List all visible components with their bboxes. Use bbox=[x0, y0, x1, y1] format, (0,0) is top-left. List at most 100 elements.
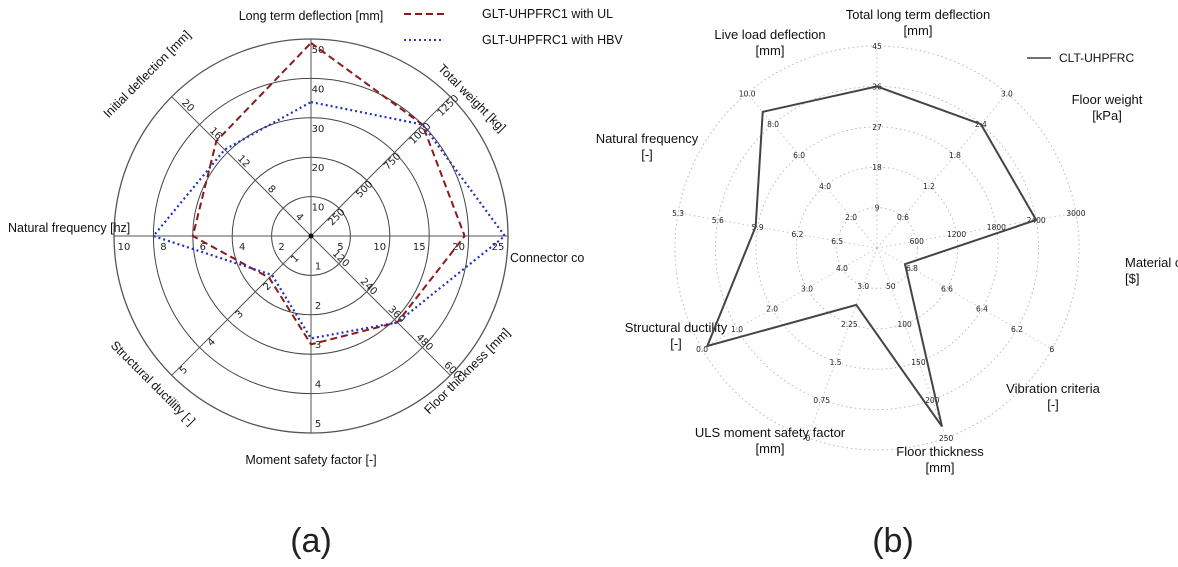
tick-label: 250 bbox=[939, 434, 954, 443]
axis-spoke bbox=[310, 96, 451, 237]
axis-label: Structural ductility [-] bbox=[108, 338, 198, 428]
tick-label: 750 bbox=[382, 151, 403, 172]
axis-label: [$] bbox=[1125, 271, 1139, 286]
tick-label: 1.8 bbox=[949, 151, 961, 160]
tick-label: 0.0 bbox=[696, 345, 708, 354]
grid-ring bbox=[795, 166, 959, 330]
tick-label: 6.2 bbox=[791, 230, 803, 239]
axis-spoke bbox=[701, 247, 878, 350]
caption-a: (a) bbox=[290, 522, 332, 560]
series-line bbox=[705, 85, 1038, 428]
tick-label: 2 bbox=[315, 301, 321, 312]
tick-label: 10 bbox=[373, 242, 386, 253]
axis-label: [-] bbox=[670, 336, 682, 351]
series-line bbox=[151, 100, 507, 340]
legend-label: CLT-UHPFRC bbox=[1059, 51, 1134, 65]
tick-label: 9 bbox=[875, 204, 880, 213]
tick-label: 3.0 bbox=[801, 284, 813, 293]
tick-label: 3000 bbox=[1066, 209, 1085, 218]
axis-label: Floor thickness bbox=[896, 444, 984, 459]
axis-spoke bbox=[807, 247, 878, 438]
tick-label: 5.6 bbox=[712, 216, 724, 225]
axis-label: Vibration criteria bbox=[1006, 381, 1100, 396]
grid-ring bbox=[755, 126, 999, 370]
axis-label: [mm] bbox=[926, 460, 955, 475]
axis-label: Total long term deflection bbox=[846, 7, 991, 22]
tick-label: 480 bbox=[413, 332, 434, 353]
axis-label: Total weight [kg] bbox=[435, 62, 508, 135]
tick-label: 4 bbox=[206, 336, 218, 348]
axis-label: Long term deflection [mm] bbox=[239, 9, 384, 23]
tick-label: 0.75 bbox=[813, 396, 830, 405]
tick-label: 8.0 bbox=[767, 120, 779, 129]
tick-label: 2.0 bbox=[845, 213, 857, 222]
tick-label: 4.0 bbox=[819, 182, 831, 191]
tick-label: 2.25 bbox=[841, 320, 858, 329]
axis-spoke bbox=[171, 235, 312, 376]
tick-label: 6.5 bbox=[831, 237, 843, 246]
caption-b: (b) bbox=[872, 522, 914, 560]
axis-label: Floor thickness [mm] bbox=[421, 325, 512, 416]
tick-label: 0 bbox=[806, 434, 811, 443]
axis-label: Initial deflection [mm] bbox=[101, 28, 194, 121]
tick-label: 20 bbox=[179, 98, 196, 115]
axis-label: Moment safety factor [-] bbox=[245, 453, 376, 467]
axis-label: [mm] bbox=[904, 23, 933, 38]
tick-label: 240 bbox=[358, 276, 379, 297]
axis-label: ULS moment safety factor bbox=[695, 425, 846, 440]
tick-label: 45 bbox=[872, 42, 882, 51]
tick-label: 1 bbox=[315, 261, 321, 272]
axis-label: [mm] bbox=[756, 441, 785, 456]
axis-label: Material cos bbox=[1125, 255, 1178, 270]
tick-label: 2.0 bbox=[766, 305, 778, 314]
tick-label: 1.5 bbox=[830, 358, 842, 367]
tick-label: 10 bbox=[118, 242, 131, 253]
tick-label: 4 bbox=[293, 211, 305, 223]
legend-label: GLT-UHPFRC1 with HBV bbox=[482, 33, 623, 47]
axis-spoke bbox=[876, 247, 1053, 350]
tick-label: 4 bbox=[315, 380, 321, 391]
tick-label: 150 bbox=[911, 358, 926, 367]
tick-label: 5 bbox=[337, 242, 343, 253]
tick-label: 6.8 bbox=[906, 264, 918, 273]
tick-label: 50 bbox=[312, 45, 325, 56]
tick-label: 1250 bbox=[436, 93, 462, 119]
axis-label: Connector co bbox=[510, 251, 584, 265]
tick-label: 4.0 bbox=[836, 264, 848, 273]
axis-label: [-] bbox=[1047, 397, 1059, 412]
axis-spoke bbox=[746, 92, 878, 249]
grid-ring bbox=[836, 207, 918, 289]
tick-label: 20 bbox=[452, 242, 465, 253]
axis-label: Natural frequency [hz] bbox=[8, 221, 130, 235]
tick-label: 20 bbox=[312, 163, 325, 174]
tick-label: 600 bbox=[910, 237, 925, 246]
axis-label: [mm] bbox=[756, 43, 785, 58]
tick-label: 18 bbox=[872, 163, 882, 172]
tick-label: 3.0 bbox=[1001, 89, 1013, 98]
tick-label: 200 bbox=[925, 396, 940, 405]
tick-label: 6.4 bbox=[976, 305, 988, 314]
tick-label: 6.0 bbox=[793, 151, 805, 160]
axis-label: Structural ductility bbox=[625, 320, 728, 335]
tick-label: 5 bbox=[178, 364, 190, 376]
grid-ring bbox=[674, 45, 1080, 451]
tick-label: 1.0 bbox=[731, 325, 743, 334]
axis-label: Live load deflection bbox=[714, 27, 825, 42]
tick-label: 50 bbox=[886, 282, 896, 291]
tick-label: 40 bbox=[312, 84, 325, 95]
tick-label: 8 bbox=[265, 183, 277, 195]
tick-label: 16 bbox=[207, 125, 224, 142]
tick-label: 2 bbox=[278, 242, 284, 253]
tick-label: 3 bbox=[234, 309, 246, 321]
tick-label: 5 bbox=[315, 419, 321, 430]
tick-label: 6 bbox=[200, 242, 206, 253]
tick-label: 1200 bbox=[947, 230, 966, 239]
tick-label: 250 bbox=[326, 207, 347, 228]
tick-label: 6.6 bbox=[941, 284, 953, 293]
tick-label: 6 bbox=[1050, 345, 1055, 354]
series-line bbox=[191, 41, 466, 346]
center-dot bbox=[308, 233, 314, 239]
tick-label: 10 bbox=[312, 203, 325, 214]
